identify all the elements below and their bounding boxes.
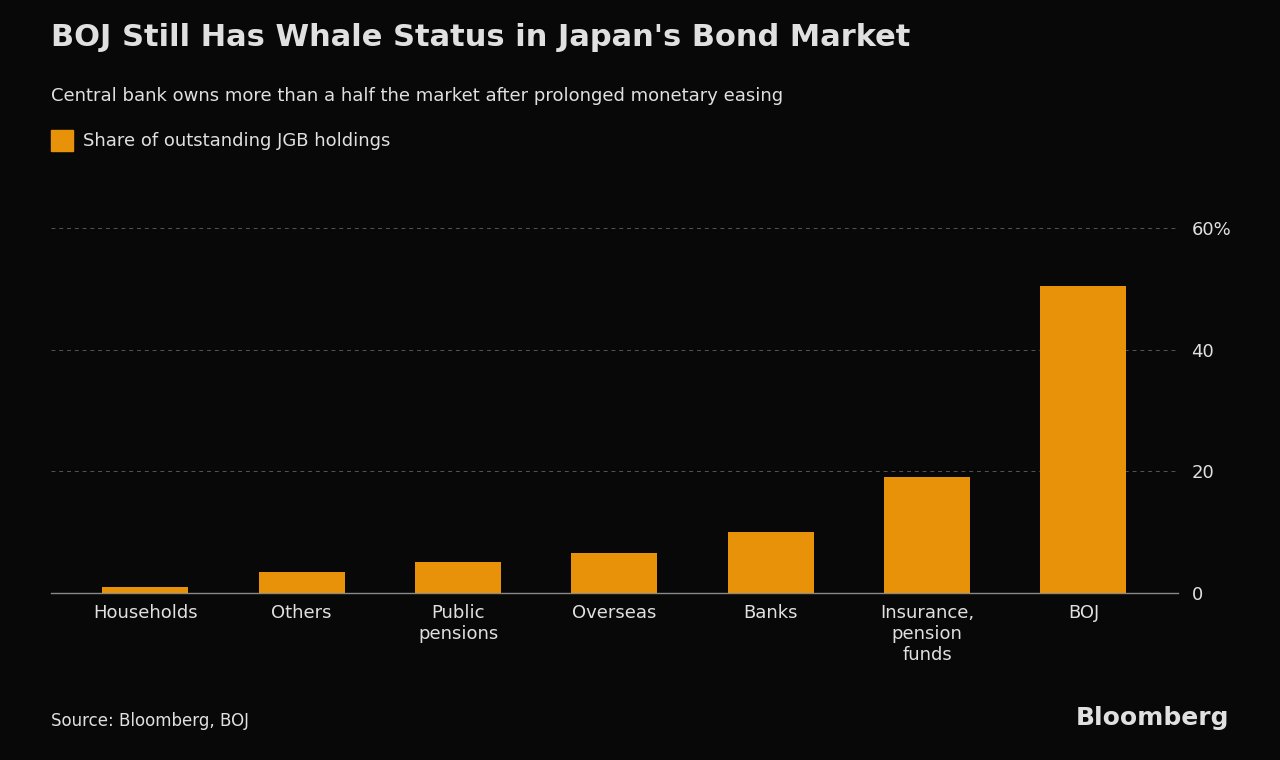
Text: Share of outstanding JGB holdings: Share of outstanding JGB holdings <box>83 131 390 150</box>
Bar <box>102 587 188 593</box>
Bar <box>571 553 658 593</box>
Text: Central bank owns more than a half the market after prolonged monetary easing: Central bank owns more than a half the m… <box>51 87 783 106</box>
Bar <box>728 532 814 593</box>
Bar <box>259 572 344 593</box>
Text: BOJ Still Has Whale Status in Japan's Bond Market: BOJ Still Has Whale Status in Japan's Bo… <box>51 23 910 52</box>
Text: Source: Bloomberg, BOJ: Source: Bloomberg, BOJ <box>51 711 250 730</box>
Text: Bloomberg: Bloomberg <box>1075 705 1229 730</box>
Bar <box>1041 286 1126 593</box>
Bar <box>884 477 970 593</box>
Bar <box>415 562 500 593</box>
